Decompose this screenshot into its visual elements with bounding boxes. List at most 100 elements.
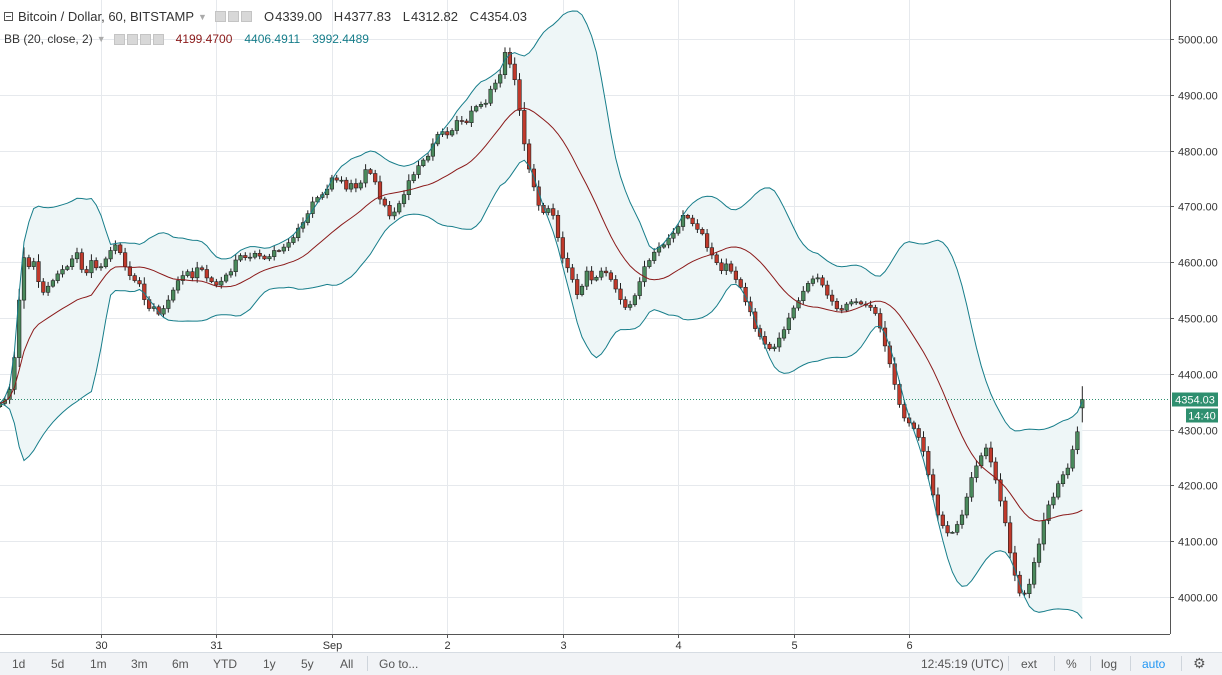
- timeframe-5y[interactable]: 5y: [301, 657, 314, 671]
- timeframe-6m[interactable]: 6m: [172, 657, 189, 671]
- candle: [873, 304, 878, 316]
- hide-icon[interactable]: [214, 11, 226, 22]
- chevron-down-icon[interactable]: ▼: [96, 34, 106, 44]
- auto-scale-toggle[interactable]: auto: [1142, 657, 1166, 671]
- price-chart[interactable]: 4000.00 4100.00 4200.00 4300.00 4400.00 4500.…: [0, 0, 1222, 652]
- candle-body: [98, 266, 104, 269]
- candle-body: [199, 267, 205, 270]
- close-icon[interactable]: [152, 33, 164, 45]
- collapse-icon[interactable]: [4, 12, 13, 21]
- time-tick-label: 30: [95, 640, 107, 652]
- candle: [478, 101, 484, 109]
- time-tick-label: 5: [791, 640, 797, 652]
- candle-body: [296, 227, 301, 238]
- settings-icon[interactable]: [227, 11, 239, 22]
- candle-body: [118, 244, 123, 253]
- candle-body: [733, 270, 738, 280]
- candle: [1065, 463, 1070, 479]
- candle-body: [820, 277, 825, 286]
- candle-body: [815, 277, 820, 280]
- candle: [767, 341, 772, 351]
- candle-body: [483, 102, 488, 105]
- price-tick-label: 4900.00: [1178, 91, 1218, 103]
- candle: [411, 171, 416, 184]
- candle-body: [671, 232, 676, 239]
- plus-icon[interactable]: [139, 33, 151, 45]
- candle-body: [31, 261, 36, 267]
- percent-toggle[interactable]: %: [1066, 657, 1077, 671]
- timeframe-5d[interactable]: 5d: [51, 657, 65, 671]
- indicator-title[interactable]: BB (20, close, 2): [4, 32, 93, 46]
- candle-body: [1032, 562, 1037, 585]
- candle-body: [45, 285, 51, 293]
- candle-body: [425, 155, 431, 161]
- goto-button[interactable]: Go to...: [379, 657, 419, 671]
- candle: [17, 288, 22, 367]
- candle: [964, 493, 969, 519]
- candle-body: [70, 258, 75, 267]
- candle-body: [171, 289, 176, 301]
- candle: [1007, 515, 1013, 559]
- price-axis[interactable]: 4000.00 4100.00 4200.00 4300.00 4400.00 4500.…: [1170, 35, 1218, 605]
- candle: [1060, 471, 1066, 487]
- candle: [334, 174, 339, 183]
- candle-body: [526, 143, 532, 170]
- candle-body: [185, 271, 190, 276]
- candle: [988, 441, 993, 468]
- candle: [878, 308, 883, 333]
- candle: [243, 252, 248, 261]
- symbol-title[interactable]: Bitcoin / Dollar, 60, BITSTAMP: [18, 9, 195, 24]
- timeframe-1m[interactable]: 1m: [90, 657, 107, 671]
- candle-body: [209, 277, 214, 282]
- candle-body: [666, 237, 671, 246]
- candle: [608, 270, 613, 282]
- candle: [950, 531, 955, 534]
- price-tick-label: 4000.00: [1178, 593, 1218, 605]
- timeframe-ytd[interactable]: YTD: [213, 657, 237, 671]
- candle-body: [272, 250, 277, 257]
- candle: [262, 254, 267, 260]
- ext-toggle[interactable]: ext: [1021, 657, 1038, 671]
- candle-body: [161, 308, 166, 315]
- candle-body: [166, 299, 171, 309]
- candle: [930, 468, 936, 500]
- candle: [1070, 445, 1075, 472]
- timeframe-all[interactable]: All: [340, 657, 354, 671]
- candle-body: [546, 208, 551, 213]
- time-tick-label: 2: [444, 640, 450, 652]
- candle-body: [772, 346, 777, 350]
- close-icon[interactable]: [240, 11, 252, 22]
- candle-body: [430, 143, 436, 157]
- gear-icon[interactable]: ⚙: [1193, 655, 1206, 671]
- candle-body: [632, 295, 637, 305]
- timeframe-1y[interactable]: 1y: [263, 657, 276, 671]
- candle-body: [36, 261, 41, 283]
- candle: [589, 266, 594, 285]
- candle: [1012, 545, 1017, 582]
- candle-body: [969, 477, 974, 498]
- time-axis[interactable]: 30 31 Sep 2 3 4 5 6: [95, 634, 913, 652]
- candle-body: [1046, 504, 1051, 521]
- candle-body: [368, 169, 373, 174]
- chevron-down-icon[interactable]: ▼: [198, 11, 207, 22]
- candle-body: [421, 159, 426, 167]
- open-value: 4339.00: [275, 9, 323, 24]
- candle-body: [502, 52, 508, 76]
- timeframe-1d[interactable]: 1d: [12, 657, 26, 671]
- candle-body: [878, 313, 883, 329]
- settings-icon[interactable]: [126, 33, 138, 45]
- candle-body: [887, 345, 892, 365]
- hide-icon[interactable]: [113, 33, 125, 45]
- candle: [233, 254, 238, 277]
- bottom-toolbar: 1d 5d 1m 3m 6m YTD 1y 5y All Go to... 12…: [0, 652, 1222, 675]
- candle-body: [257, 253, 262, 257]
- candle: [493, 79, 498, 93]
- candle-body: [103, 258, 108, 267]
- timeframe-3m[interactable]: 3m: [131, 657, 148, 671]
- log-toggle[interactable]: log: [1101, 657, 1118, 671]
- candle-body: [267, 256, 272, 260]
- candle: [36, 254, 41, 288]
- candle-body: [214, 281, 219, 286]
- utc-clock[interactable]: 12:45:19 (UTC): [921, 657, 1004, 671]
- candle-body: [363, 169, 368, 184]
